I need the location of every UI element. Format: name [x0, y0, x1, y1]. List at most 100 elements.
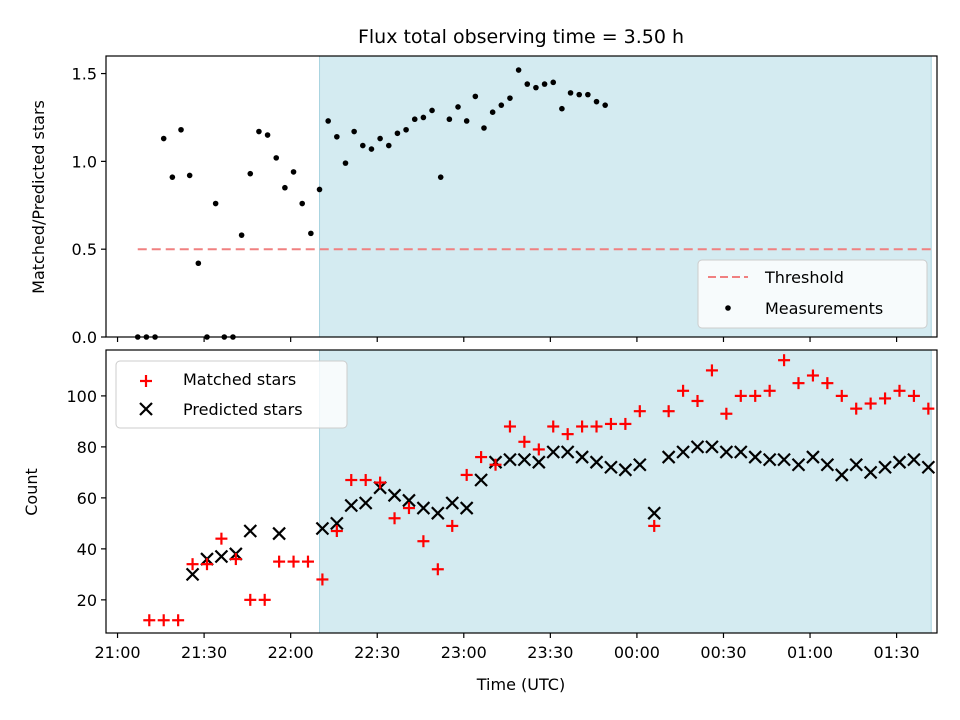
top-legend: Threshold Measurements [697, 259, 928, 329]
predicted-star-point [921, 460, 936, 475]
predicted-marker-stroke [791, 457, 806, 472]
bottom-legend-box [115, 360, 348, 429]
x-tick-label: 23:00 [441, 643, 487, 662]
x-axis-label: Time (UTC) [476, 675, 565, 694]
top-y-tick-label: 1.5 [72, 65, 97, 84]
matched-star-point [576, 420, 589, 433]
measurement-point [437, 174, 444, 180]
matched-star-point [229, 553, 242, 566]
predicted-marker-stroke [358, 496, 373, 510]
matched-star-point [648, 519, 661, 532]
predicted-marker-stroke [532, 455, 546, 469]
matched-star-point [720, 407, 733, 420]
predicted-star-point [762, 452, 777, 467]
measurement-point [178, 126, 184, 133]
predicted-star-point [791, 457, 806, 472]
predicted-star-point [272, 526, 286, 541]
matched-star-point [273, 555, 286, 568]
predicted-star-point [243, 524, 258, 538]
bottom-y-axis-label: Count [22, 468, 41, 516]
matched-star-point [287, 555, 300, 568]
predicted-star-point [330, 516, 344, 531]
measurements-legend-swatch [725, 305, 731, 311]
top-y-ticks: 0.0 0.5 1.0 1.5 [72, 65, 106, 347]
measurement-point [394, 130, 401, 137]
predicted-star-point [835, 468, 849, 482]
matched-star-point [186, 558, 199, 571]
predicted-star-point [344, 498, 359, 513]
matched-star-point [518, 435, 531, 448]
bottom-legend: Matched stars Predicted stars [115, 360, 348, 429]
predicted-star-point [777, 452, 791, 467]
predicted-star-point [416, 501, 431, 515]
measurement-point [351, 128, 357, 135]
measurement-point [360, 142, 366, 149]
predicted-marker-stroke [878, 460, 892, 475]
predicted-marker-stroke [647, 506, 662, 520]
predicted-star-point [402, 493, 416, 508]
predicted-marker-stroke [921, 460, 936, 475]
bottom-y-tick-label: 80 [77, 438, 97, 457]
matched-star-point [821, 377, 834, 390]
measurements-series [134, 67, 608, 340]
measurement-point [593, 98, 600, 105]
predicted-star-point [358, 496, 373, 510]
measurement-point [585, 91, 591, 98]
measurement-point [420, 114, 427, 121]
matched-star-point [792, 377, 805, 390]
predicted-star-point [820, 457, 835, 472]
predicted-marker-stroke [892, 455, 907, 469]
predicted-star-point [546, 445, 561, 459]
matched-star-point [316, 573, 329, 586]
predicted-marker-stroke [676, 445, 690, 459]
matched-star-point [864, 397, 877, 410]
measurement-point [264, 132, 271, 138]
predicted-star-point [690, 440, 705, 454]
predicted-marker-stroke [474, 473, 488, 487]
matched-star-point [590, 420, 603, 433]
matched-star-point [143, 614, 156, 627]
measurement-point [212, 200, 219, 207]
predicted-star-point [503, 452, 517, 467]
predicted-star-point [719, 445, 734, 459]
matched-star-point [749, 389, 762, 402]
predicted-star-point [748, 450, 762, 464]
predicted-marker-stroke [806, 450, 820, 464]
predicted-marker-stroke [330, 516, 344, 531]
predicted-marker-stroke [777, 452, 791, 467]
predicted-stars-legend-label: Predicted stars [183, 400, 303, 419]
measurement-point [403, 126, 409, 133]
predicted-star-point [604, 460, 618, 475]
measurement-point [238, 232, 245, 238]
measurement-point [472, 93, 479, 100]
x-tick-label: 21:30 [181, 643, 227, 662]
predicted-star-point [878, 460, 892, 475]
measurement-point [429, 107, 435, 114]
predicted-star-point [661, 450, 676, 464]
top-y-tick-label: 0.5 [72, 240, 97, 259]
matched-star-point [359, 474, 372, 487]
measurement-point [334, 133, 340, 140]
threshold-legend-label: Threshold [764, 268, 844, 287]
predicted-marker-stroke [445, 496, 460, 510]
measurement-point [411, 116, 418, 123]
measurement-point [446, 116, 453, 123]
matched-star-point [806, 369, 819, 382]
predicted-marker-stroke [402, 493, 416, 508]
measurement-point [342, 160, 349, 166]
predicted-marker-stroke [387, 488, 402, 503]
measurement-point [541, 81, 548, 87]
matched-star-point [907, 389, 920, 402]
predicted-star-point [907, 452, 921, 467]
predicted-star-point [863, 465, 878, 480]
x-tick-label: 01:00 [787, 643, 833, 662]
predicted-marker-stroke [690, 440, 705, 454]
measurement-point [602, 102, 608, 108]
matched-star-point [604, 417, 617, 430]
measurement-point [385, 142, 392, 149]
predicted-marker-stroke [633, 457, 647, 472]
matched-stars-legend-swatch [140, 375, 152, 387]
matched-star-point [431, 563, 444, 576]
matched-star-point [301, 555, 314, 568]
